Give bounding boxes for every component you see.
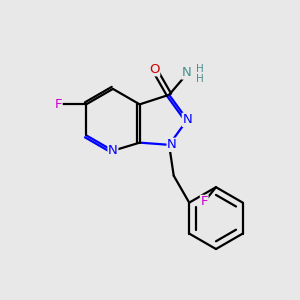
Text: N: N <box>167 138 177 151</box>
Text: O: O <box>149 63 160 76</box>
Text: N: N <box>182 113 192 126</box>
Text: F: F <box>200 195 208 208</box>
Text: N: N <box>182 66 192 79</box>
Text: F: F <box>55 98 62 111</box>
Text: H: H <box>196 74 204 84</box>
Text: H: H <box>196 64 204 74</box>
Text: N: N <box>108 144 118 157</box>
